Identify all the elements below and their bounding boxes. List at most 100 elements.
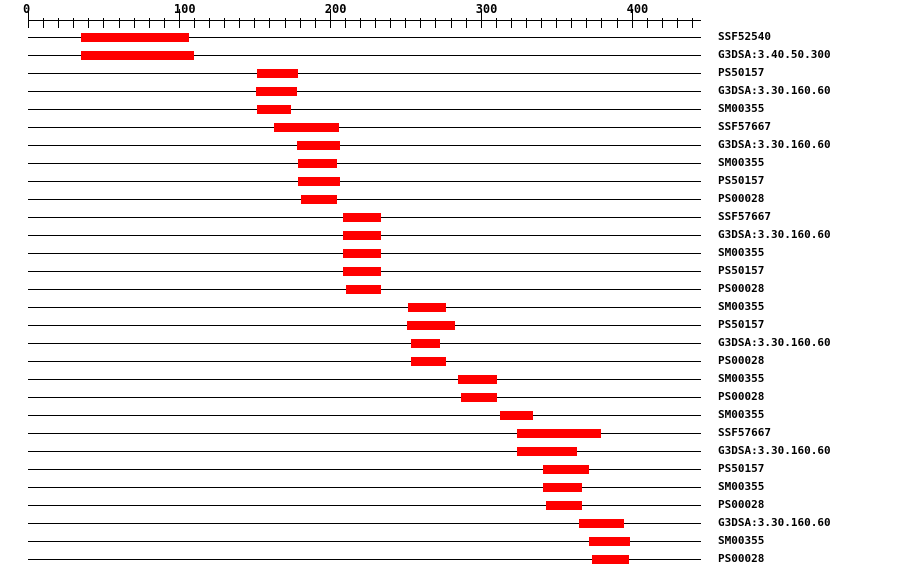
minor-tick [465, 18, 467, 28]
feature-baseline [28, 487, 701, 488]
feature-baseline [28, 91, 701, 92]
feature-label: PS50157 [718, 174, 765, 187]
feature-baseline [28, 361, 701, 362]
minor-tick [526, 18, 527, 28]
feature-baseline [28, 199, 701, 200]
feature-label: SSF57667 [718, 426, 771, 439]
feature-baseline [28, 127, 701, 128]
minor-tick [284, 18, 286, 28]
minor-tick [88, 18, 90, 28]
feature-label: G3DSA:3.30.160.60 [718, 516, 831, 529]
feature-baseline [28, 73, 701, 74]
minor-tick [571, 18, 573, 28]
minor-tick [239, 18, 241, 28]
axis-tick-label: 200 [324, 2, 347, 16]
minor-tick [314, 18, 316, 28]
feature-bar [298, 177, 341, 186]
minor-tick [661, 18, 663, 28]
feature-label: PS50157 [718, 318, 765, 331]
feature-label: SM00355 [718, 534, 765, 547]
minor-tick [435, 18, 437, 28]
feature-bar [343, 249, 382, 258]
minor-tick [58, 18, 60, 28]
minor-tick [209, 18, 211, 28]
feature-bar [274, 123, 339, 132]
feature-bar [589, 537, 630, 546]
feature-baseline [28, 451, 701, 452]
feature-label: PS00028 [718, 498, 765, 511]
feature-label: PS00028 [718, 390, 765, 403]
minor-tick [360, 18, 361, 28]
feature-bar [80, 51, 194, 60]
feature-label: SM00355 [718, 246, 765, 259]
feature-baseline [28, 379, 701, 380]
minor-tick [586, 18, 588, 28]
feature-bar [255, 87, 297, 96]
feature-label: SM00355 [718, 480, 765, 493]
minor-tick [390, 18, 392, 28]
feature-label: G3DSA:3.30.160.60 [718, 444, 831, 457]
feature-bar [80, 33, 190, 42]
axis-tick-label: 0 [23, 2, 31, 16]
feature-baseline [28, 415, 701, 416]
feature-label: PS00028 [718, 192, 765, 205]
minor-tick [510, 18, 512, 28]
axis-tick-label: 100 [173, 2, 196, 16]
feature-label: SM00355 [718, 372, 765, 385]
minor-tick [556, 18, 558, 28]
feature-baseline [28, 469, 701, 470]
minor-tick [541, 18, 543, 28]
feature-baseline [28, 307, 701, 308]
feature-bar [458, 375, 498, 384]
minor-tick [692, 18, 693, 28]
feature-baseline [28, 163, 701, 164]
feature-bar [516, 447, 578, 456]
feature-baseline [28, 55, 701, 56]
feature-baseline [28, 37, 701, 38]
minor-tick [495, 18, 497, 28]
minor-tick [133, 18, 135, 28]
feature-baseline [28, 433, 701, 434]
feature-label: SM00355 [718, 408, 765, 421]
feature-bar [542, 483, 582, 492]
feature-bar [411, 357, 446, 366]
feature-bar [461, 393, 498, 402]
feature-baseline [28, 559, 701, 560]
feature-baseline [28, 181, 701, 182]
feature-label: PS00028 [718, 282, 765, 295]
feature-bar [346, 285, 382, 294]
feature-label: SSF52540 [718, 30, 771, 43]
minor-tick [254, 18, 256, 28]
feature-bar [343, 267, 382, 276]
major-tick [631, 9, 633, 28]
feature-bar [343, 213, 382, 222]
feature-baseline [28, 325, 701, 326]
minor-tick [450, 18, 452, 28]
feature-baseline [28, 109, 701, 110]
feature-bar [298, 159, 338, 168]
feature-label: SSF57667 [718, 120, 771, 133]
feature-baseline [28, 523, 701, 524]
feature-label: G3DSA:3.30.160.60 [718, 336, 831, 349]
feature-label: PS50157 [718, 462, 765, 475]
feature-label: SSF57667 [718, 210, 771, 223]
feature-bar [406, 321, 456, 330]
feature-bar [301, 195, 338, 204]
feature-label: G3DSA:3.40.50.300 [718, 48, 831, 61]
minor-tick [420, 18, 422, 28]
feature-bar [592, 555, 629, 564]
feature-baseline [28, 343, 701, 344]
minor-tick [676, 18, 678, 28]
major-tick [178, 9, 180, 28]
minor-tick [299, 18, 301, 28]
feature-label: G3DSA:3.30.160.60 [718, 84, 831, 97]
feature-bar [411, 339, 440, 348]
feature-label: SM00355 [718, 102, 765, 115]
minor-tick [601, 18, 603, 28]
minor-tick [148, 18, 150, 28]
major-tick [28, 9, 29, 28]
minor-tick [194, 18, 195, 28]
feature-label: SM00355 [718, 300, 765, 313]
feature-baseline [28, 541, 701, 542]
